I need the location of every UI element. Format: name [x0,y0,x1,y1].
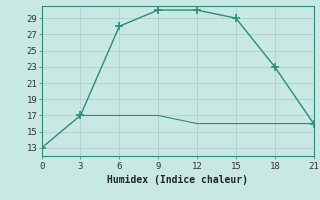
X-axis label: Humidex (Indice chaleur): Humidex (Indice chaleur) [107,175,248,185]
